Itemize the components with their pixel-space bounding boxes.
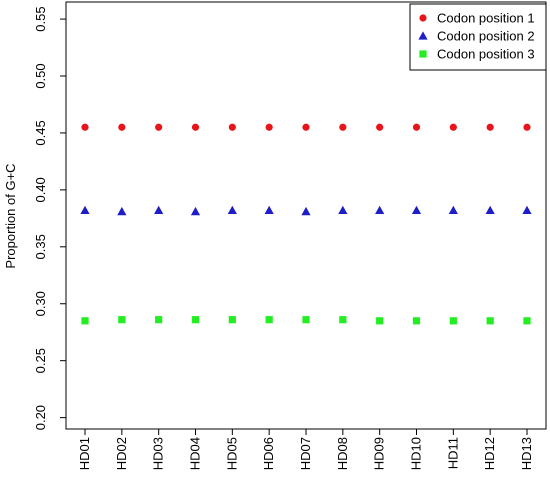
x-tick-label: HD02 bbox=[114, 437, 129, 470]
x-tick-label: HD13 bbox=[519, 437, 534, 470]
data-point-triangle bbox=[117, 206, 127, 216]
x-tick-label: HD12 bbox=[482, 437, 497, 470]
data-point-triangle bbox=[227, 205, 237, 215]
data-point-triangle bbox=[522, 205, 532, 215]
legend-label: Codon position 2 bbox=[437, 29, 535, 44]
data-point-square bbox=[302, 316, 310, 324]
data-point-circle bbox=[302, 123, 310, 131]
data-point-triangle bbox=[154, 205, 164, 215]
y-tick-label: 0.20 bbox=[33, 405, 48, 430]
x-tick-label: HD01 bbox=[77, 437, 92, 470]
data-point-circle bbox=[81, 123, 89, 131]
legend-label: Codon position 1 bbox=[437, 11, 535, 26]
series-3 bbox=[81, 316, 531, 325]
data-point-square bbox=[118, 316, 126, 324]
y-tick-label: 0.35 bbox=[33, 234, 48, 259]
data-point-square bbox=[265, 316, 273, 324]
data-point-circle bbox=[523, 123, 531, 131]
data-point-square bbox=[81, 317, 89, 325]
series-1 bbox=[81, 123, 531, 131]
data-point-circle bbox=[412, 123, 421, 131]
x-tick-label: HD06 bbox=[261, 437, 276, 470]
x-tick-label: HD09 bbox=[372, 437, 387, 470]
data-point-circle bbox=[376, 123, 384, 131]
y-tick-label: 0.55 bbox=[33, 6, 48, 31]
y-axis-label: Proportion of G+C bbox=[3, 163, 18, 268]
x-tick-label: HD07 bbox=[298, 437, 313, 470]
data-point-circle bbox=[191, 123, 200, 131]
data-point-square bbox=[376, 317, 384, 325]
x-tick-label: HD05 bbox=[224, 437, 239, 470]
data-point-circle bbox=[486, 123, 494, 131]
data-point-square bbox=[339, 316, 347, 324]
data-point-square bbox=[412, 317, 421, 325]
data-point-square bbox=[191, 316, 200, 324]
data-points bbox=[80, 123, 532, 325]
y-tick-label: 0.50 bbox=[33, 63, 48, 88]
data-point-triangle bbox=[485, 205, 495, 215]
data-point-triangle bbox=[375, 205, 385, 215]
y-tick-label: 0.40 bbox=[33, 177, 48, 202]
x-tick-label: HD08 bbox=[335, 437, 350, 470]
data-point-square bbox=[155, 316, 163, 324]
data-point-square bbox=[228, 316, 236, 324]
data-point-square bbox=[486, 317, 494, 325]
x-tick-label: HD04 bbox=[188, 437, 203, 470]
y-tick-label: 0.25 bbox=[33, 348, 48, 373]
data-point-square bbox=[449, 317, 457, 325]
data-point-triangle bbox=[338, 205, 348, 215]
data-point-triangle bbox=[264, 205, 274, 215]
legend: Codon position 1 Codon position 2 Codon po… bbox=[409, 3, 547, 71]
data-point-circle bbox=[118, 123, 126, 131]
legend-marker-circle bbox=[419, 14, 427, 22]
data-point-circle bbox=[155, 123, 163, 131]
legend-box bbox=[409, 3, 547, 71]
data-point-circle bbox=[339, 123, 347, 131]
data-point-circle bbox=[265, 123, 273, 131]
series-2 bbox=[80, 205, 532, 216]
data-point-triangle bbox=[411, 205, 422, 215]
x-axis: HD01 HD02 HD03 HD04 HD05 HD06 HD07 HD08 HD09 HD10… bbox=[77, 429, 534, 470]
legend-label: Codon position 3 bbox=[437, 47, 535, 62]
data-point-triangle bbox=[448, 205, 458, 215]
data-point-square bbox=[523, 317, 531, 325]
y-tick-label: 0.45 bbox=[33, 120, 48, 145]
data-point-circle bbox=[228, 123, 236, 131]
data-point-triangle bbox=[80, 205, 90, 215]
x-tick-label: HD10 bbox=[409, 437, 424, 470]
legend-marker-triangle bbox=[418, 31, 428, 40]
data-point-triangle bbox=[190, 206, 201, 216]
legend-marker-square bbox=[419, 50, 427, 58]
data-point-triangle bbox=[301, 206, 311, 216]
x-tick-label: HD03 bbox=[151, 437, 166, 470]
y-tick-label: 0.30 bbox=[33, 291, 48, 316]
x-tick-label: HD11 bbox=[445, 437, 460, 469]
y-axis: 0.20 0.25 0.30 0.35 0.40 0.45 0.50 0.55 bbox=[33, 6, 66, 430]
data-point-circle bbox=[449, 123, 457, 131]
